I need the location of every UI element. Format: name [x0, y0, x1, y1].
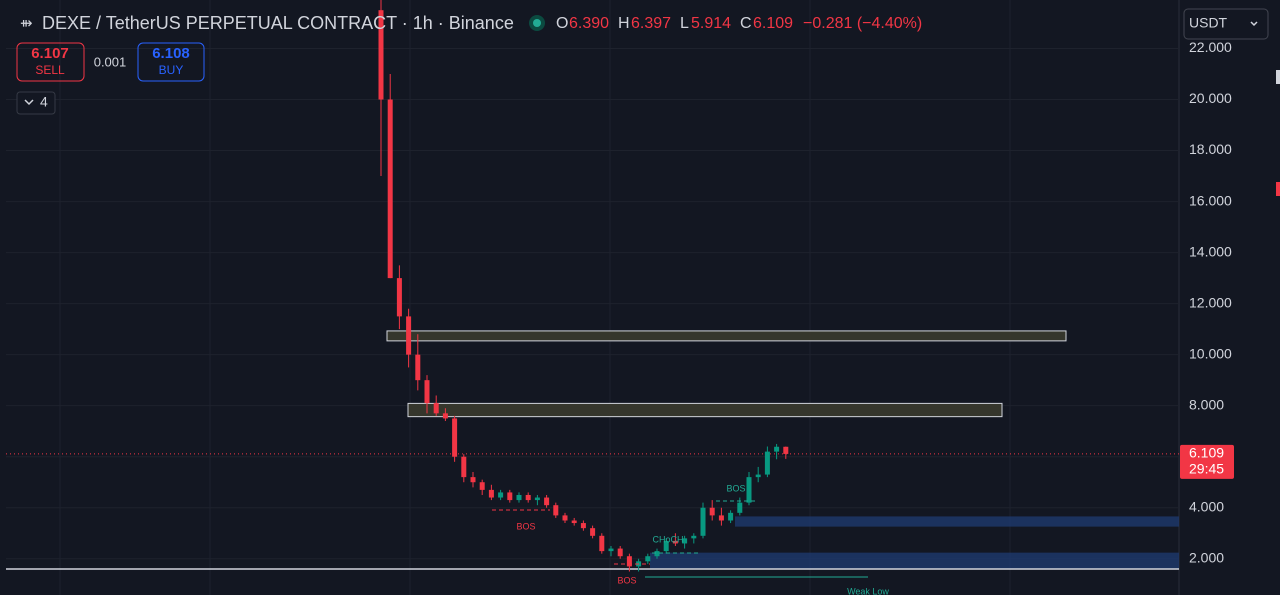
zone	[407, 402, 1003, 418]
candle-body	[396, 278, 402, 317]
symbol-title[interactable]: DEXE / TetherUS PERPETUAL CONTRACT · 1h …	[42, 13, 514, 33]
candle-body	[709, 507, 715, 516]
candle-body	[728, 512, 734, 521]
annotation: BOS	[726, 483, 745, 493]
candle-body	[378, 10, 384, 100]
candle-body	[544, 497, 550, 506]
candle-body	[626, 556, 632, 567]
spread: 0.001	[94, 54, 127, 69]
buy-button[interactable]	[137, 42, 205, 82]
last-price-label: 6.109	[1189, 445, 1224, 461]
zone	[650, 552, 1179, 569]
annotation: CHoCH	[652, 534, 683, 544]
sell-button[interactable]	[16, 42, 85, 82]
candle-body	[672, 540, 678, 544]
sell-label: SELL	[35, 63, 65, 77]
zone	[735, 516, 1179, 527]
change: −0.281 (−4.40%)	[803, 15, 922, 32]
candle-body	[433, 403, 439, 414]
y-tick-label: 4.000	[1189, 498, 1224, 514]
annotation: Weak Low	[847, 586, 889, 595]
indicators-toggle[interactable]	[16, 91, 56, 115]
ohlc-label: H	[618, 15, 630, 32]
ohlc-value: 6.397	[631, 15, 671, 32]
annotation: BOS	[516, 521, 535, 531]
last-price-tag	[1180, 444, 1234, 479]
candle-body	[452, 418, 458, 457]
candle-body	[553, 505, 559, 516]
candle-body	[387, 99, 393, 279]
y-tick-label: 10.000	[1189, 345, 1232, 361]
candle-body	[654, 551, 660, 557]
ohlc-label: O	[556, 15, 568, 32]
candle-body	[691, 535, 697, 539]
status-dot-inner	[533, 19, 541, 27]
ohlc-label: C	[740, 15, 752, 32]
currency-select[interactable]	[1183, 8, 1269, 40]
sell-price: 6.107	[31, 45, 69, 62]
candle-body	[718, 515, 724, 521]
y-tick-label: 20.000	[1189, 90, 1232, 106]
candle-body	[507, 492, 513, 501]
candle-body	[700, 507, 706, 536]
candle-body	[525, 494, 531, 501]
y-tick-label: 2.000	[1189, 549, 1224, 565]
candle-body	[461, 456, 467, 478]
candle-body	[783, 446, 789, 454]
candle-body	[645, 556, 651, 562]
candle-body	[764, 451, 770, 475]
candle-body	[608, 548, 614, 552]
candle-body	[571, 520, 577, 524]
chevron	[1250, 21, 1258, 27]
y-tick-label: 14.000	[1189, 243, 1232, 259]
y-tick-label: 22.000	[1189, 39, 1232, 55]
candle-body	[590, 528, 596, 536]
candle-body	[442, 413, 448, 419]
candle-body	[617, 548, 623, 557]
y-tick-label: 12.000	[1189, 294, 1232, 310]
candle-body	[470, 477, 476, 483]
candle-body	[737, 502, 743, 513]
candle-body	[424, 380, 430, 404]
candle-body	[599, 535, 605, 552]
ohlc-value: 5.914	[691, 15, 731, 32]
chevron	[24, 99, 34, 106]
buy-label: BUY	[159, 63, 184, 77]
currency: USDT	[1189, 15, 1228, 31]
y-tick-label: 18.000	[1189, 141, 1232, 157]
candle-body	[406, 316, 412, 355]
y-tick-label: 8.000	[1189, 396, 1224, 412]
zone	[386, 330, 1067, 342]
candle-body	[534, 497, 540, 501]
countdown: 29:45	[1189, 461, 1224, 477]
candle-body	[488, 489, 494, 498]
scroll-marker	[1276, 70, 1280, 84]
indicator-count: 4	[40, 94, 48, 110]
ohlc-value: 6.109	[753, 15, 793, 32]
candle-body	[755, 474, 761, 478]
candle-body	[415, 354, 421, 381]
ohlc-label: L	[680, 15, 689, 32]
candle-body	[516, 494, 522, 501]
candle-body	[562, 515, 568, 521]
ohlc-value: 6.390	[569, 15, 609, 32]
candle-body	[682, 538, 688, 544]
candle-body	[580, 523, 586, 529]
symbol-icon: ⇻	[20, 15, 33, 32]
candle-body	[774, 446, 780, 452]
buy-price: 6.108	[152, 45, 190, 62]
annotation: BOS	[617, 575, 636, 585]
candle-body	[663, 540, 669, 552]
candle-body	[479, 482, 485, 490]
candle-body	[746, 477, 752, 503]
scroll-marker	[1276, 182, 1280, 196]
y-tick-label: 16.000	[1189, 192, 1232, 208]
candle-body	[498, 492, 504, 498]
